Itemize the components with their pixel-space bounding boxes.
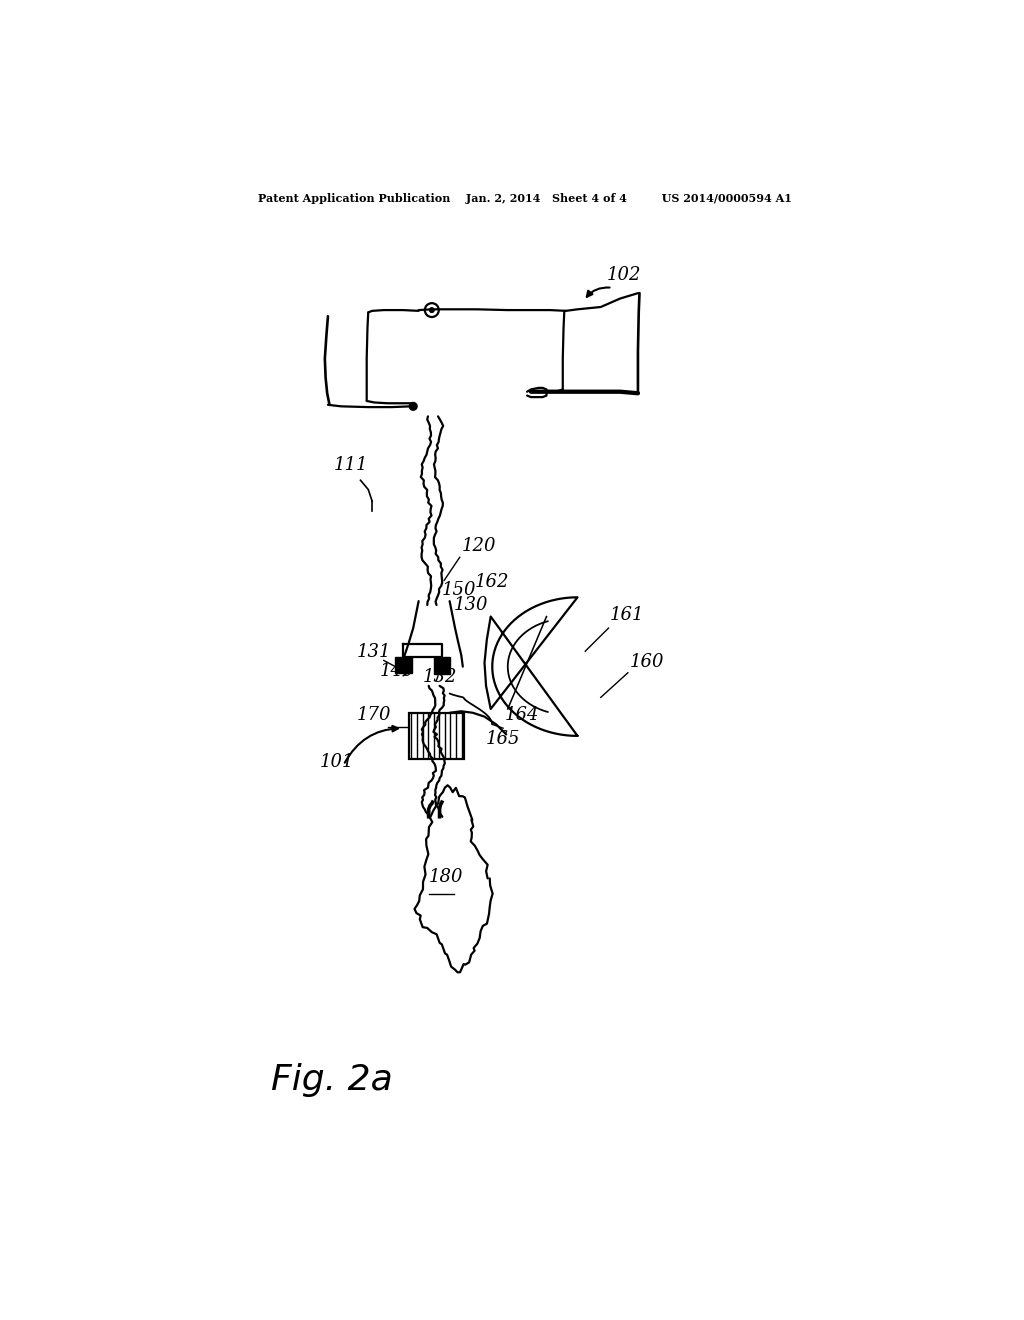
- Circle shape: [410, 403, 417, 411]
- Text: 111: 111: [334, 457, 368, 474]
- Text: 120: 120: [461, 537, 496, 556]
- Text: 131: 131: [356, 643, 391, 661]
- Text: Fig. 2a: Fig. 2a: [271, 1063, 393, 1097]
- Text: 160: 160: [630, 652, 665, 671]
- Text: 132: 132: [423, 668, 457, 686]
- Text: 162: 162: [475, 573, 510, 591]
- Text: Patent Application Publication    Jan. 2, 2014   Sheet 4 of 4         US 2014/00: Patent Application Publication Jan. 2, 2…: [258, 193, 792, 205]
- Text: 101: 101: [321, 752, 354, 771]
- Text: 102: 102: [607, 267, 641, 284]
- Bar: [395, 657, 413, 673]
- Text: 164: 164: [505, 706, 540, 725]
- Text: 150: 150: [442, 581, 476, 599]
- Text: 140: 140: [380, 661, 415, 680]
- Text: 130: 130: [454, 595, 488, 614]
- Bar: [409, 713, 464, 759]
- Text: 161: 161: [610, 606, 644, 624]
- Text: 170: 170: [356, 706, 391, 725]
- Text: 165: 165: [486, 730, 520, 747]
- Circle shape: [429, 308, 434, 313]
- Bar: [434, 657, 450, 675]
- Text: 180: 180: [429, 869, 463, 886]
